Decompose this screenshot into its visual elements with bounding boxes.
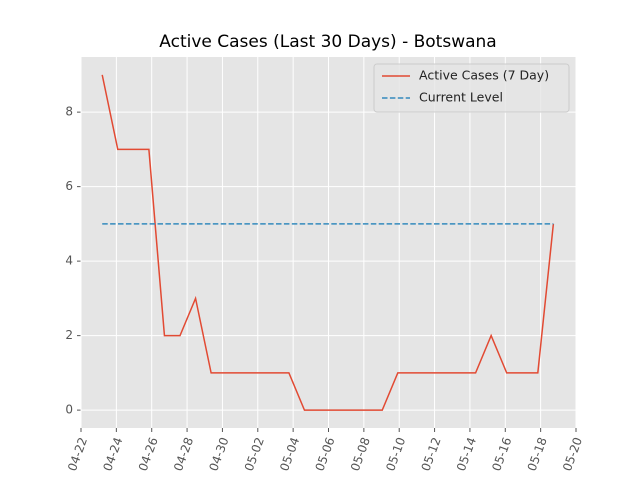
x-tick-label: 05-16 xyxy=(489,435,514,473)
x-tick-label: 05-14 xyxy=(454,435,479,473)
y-tick-label: 6 xyxy=(65,179,73,193)
x-tick-label: 05-02 xyxy=(242,435,267,473)
line-series xyxy=(101,74,555,411)
x-tick-label: 05-04 xyxy=(277,435,302,473)
chart-title: Active Cases (Last 30 Days) - Botswana xyxy=(159,32,496,52)
x-tick-label: 05-20 xyxy=(560,435,585,473)
y-tick-label: 0 xyxy=(65,403,73,417)
x-tick-label: 04-22 xyxy=(65,435,90,473)
x-tick-label: 04-24 xyxy=(100,435,125,473)
y-tick-label: 4 xyxy=(65,254,73,268)
legend-label: Active Cases (7 Day) xyxy=(419,68,549,83)
x-tick-label: 05-18 xyxy=(525,435,550,473)
x-tick-label: 05-12 xyxy=(419,435,444,473)
legend-box xyxy=(373,63,570,113)
x-tick-label: 05-08 xyxy=(348,435,373,473)
y-tick-label: 2 xyxy=(65,328,73,342)
legend-label: Current Level xyxy=(419,90,503,105)
y-tick-label: 8 xyxy=(65,105,73,119)
x-tick-label: 04-28 xyxy=(171,435,196,473)
x-tick-label: 05-06 xyxy=(313,435,338,473)
x-tick-label: 05-10 xyxy=(383,435,408,473)
x-tick-label: 04-26 xyxy=(136,435,161,473)
x-tick-label: 04-30 xyxy=(206,435,231,473)
